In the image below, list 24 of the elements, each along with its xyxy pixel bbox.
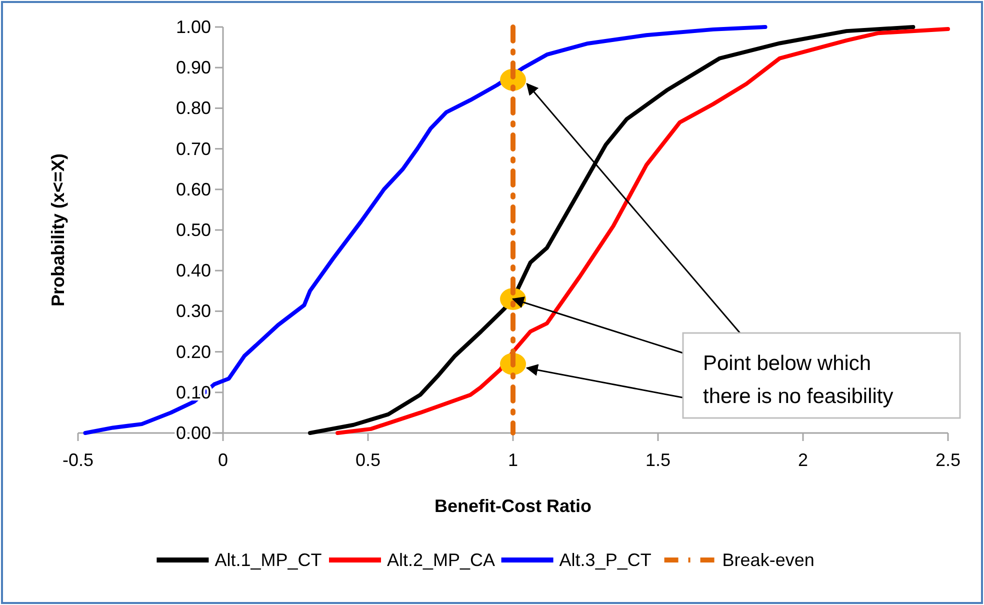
x-axis-title: Benefit-Cost Ratio	[434, 496, 592, 516]
x-tick-label: 2.5	[935, 450, 961, 470]
y-tick-label: 1.00	[176, 17, 211, 37]
x-tick-label: 2	[798, 450, 808, 470]
x-tick-label: -0.5	[62, 450, 94, 470]
y-tick-label: 0.40	[176, 260, 211, 281]
y-axis-title: Probability (x<=X)	[48, 153, 68, 307]
x-tick-label: 0.5	[355, 450, 381, 470]
y-tick-label: 0.80	[176, 98, 211, 118]
y-tick-label: 0.30	[176, 301, 211, 322]
legend-label: Alt.2_MP_CA	[387, 550, 496, 570]
y-tick-label: 0.70	[176, 138, 211, 159]
y-tick-label: 0.00	[176, 423, 211, 443]
annotation: Point below which there is no feasibility	[703, 352, 894, 408]
x-tick-label: 1.5	[645, 450, 671, 470]
y-tick-label: 0.20	[176, 342, 211, 362]
x-tick-label: 0	[218, 450, 228, 470]
legend-label: Alt.3_P_CT	[559, 550, 652, 570]
x-tick-label: 1	[508, 450, 518, 470]
legend-label: Alt.1_MP_CT	[214, 550, 322, 570]
y-tick-label: 0.90	[176, 58, 211, 78]
y-tick-label: 0.60	[176, 179, 211, 200]
legend-label: Break-even	[722, 550, 814, 570]
y-tick-label: 0.50	[176, 220, 211, 240]
